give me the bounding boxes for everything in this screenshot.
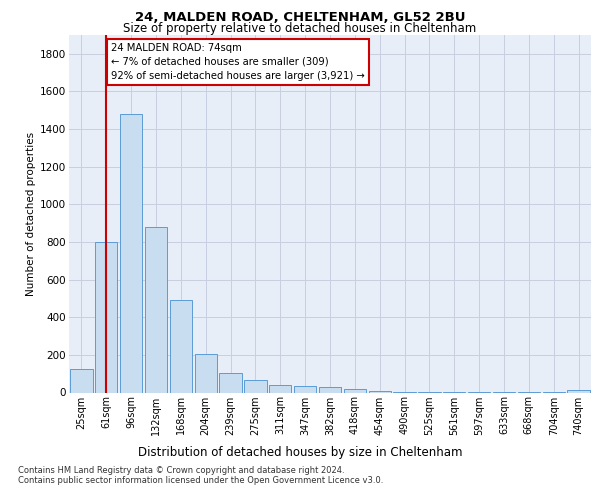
- Bar: [368, 390, 391, 392]
- Bar: [70, 369, 92, 392]
- Text: 24, MALDEN ROAD, CHELTENHAM, GL52 2BU: 24, MALDEN ROAD, CHELTENHAM, GL52 2BU: [135, 11, 465, 24]
- Text: Distribution of detached houses by size in Cheltenham: Distribution of detached houses by size …: [138, 446, 462, 459]
- Y-axis label: Number of detached properties: Number of detached properties: [26, 132, 36, 296]
- Text: 24 MALDEN ROAD: 74sqm
← 7% of detached houses are smaller (309)
92% of semi-deta: 24 MALDEN ROAD: 74sqm ← 7% of detached h…: [111, 42, 365, 80]
- Bar: [568, 390, 590, 392]
- Bar: [194, 354, 217, 393]
- Text: Size of property relative to detached houses in Cheltenham: Size of property relative to detached ho…: [124, 22, 476, 35]
- Text: Contains public sector information licensed under the Open Government Licence v3: Contains public sector information licen…: [18, 476, 383, 485]
- Bar: [145, 227, 167, 392]
- Bar: [220, 372, 242, 392]
- Bar: [269, 385, 292, 392]
- Text: Contains HM Land Registry data © Crown copyright and database right 2024.: Contains HM Land Registry data © Crown c…: [18, 466, 344, 475]
- Bar: [244, 380, 266, 392]
- Bar: [319, 387, 341, 392]
- Bar: [344, 388, 366, 392]
- Bar: [294, 386, 316, 392]
- Bar: [120, 114, 142, 392]
- Bar: [95, 242, 118, 392]
- Bar: [170, 300, 192, 392]
